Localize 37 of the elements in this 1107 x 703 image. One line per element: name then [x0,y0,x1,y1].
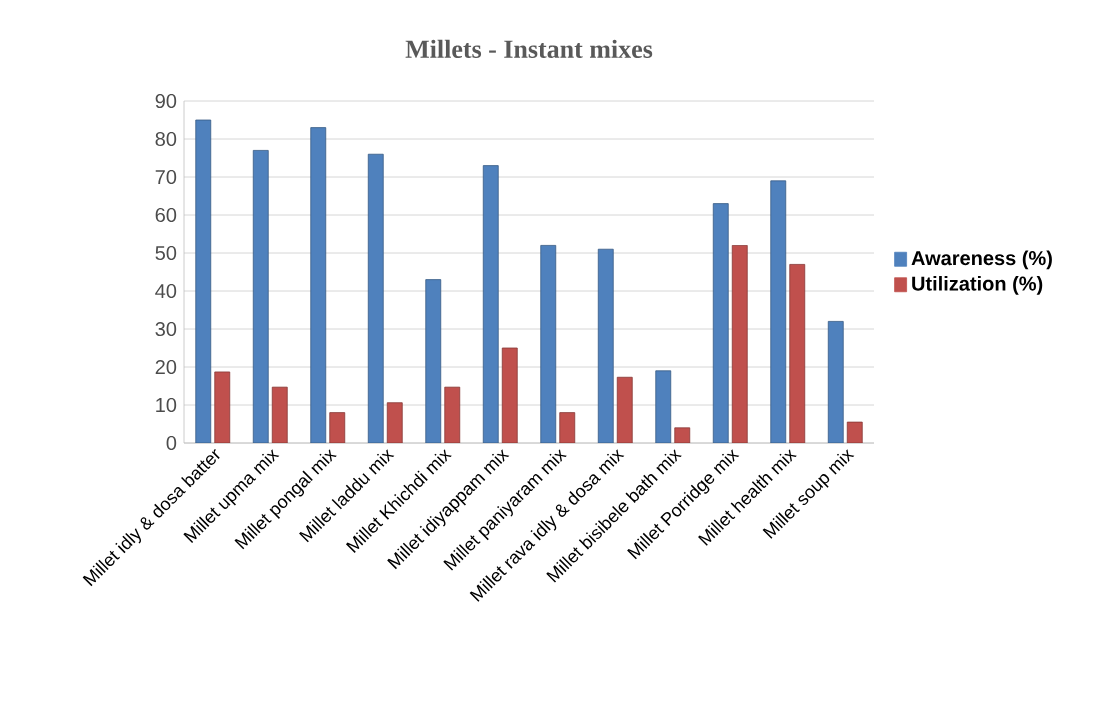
bar [827,321,844,443]
y-tick-label: 70 [155,169,177,185]
bar [310,127,327,443]
y-tick-label: 10 [156,397,177,413]
legend-label: Awareness (%) [911,250,1052,270]
bar [731,245,748,443]
y-tick-label: 40 [155,283,177,299]
bar [501,347,518,443]
bar [616,376,633,443]
bar [789,264,806,443]
bar [367,153,384,443]
y-tick-label: 0 [166,435,177,451]
bar [444,386,461,443]
bar [655,370,672,443]
bar [482,165,499,443]
bar [712,203,729,443]
bar [329,412,346,443]
bar [252,150,269,443]
bar [559,412,576,443]
y-tick-label: 20 [155,359,177,375]
bar [540,245,557,443]
bar [425,279,442,443]
y-tick-label: 90 [155,93,177,109]
bar [846,421,863,443]
y-tick-label: 30 [155,321,177,337]
legend-label: Utilization (%) [912,276,1043,295]
bar [195,119,212,443]
chart-title: Millets - Instant mixes [405,39,653,58]
bar [386,402,403,443]
bar [214,371,231,443]
y-tick-label: 60 [155,207,177,223]
bar [770,180,787,443]
bar [674,427,691,443]
bar [271,386,288,443]
bar [597,248,614,443]
y-tick-label: 50 [155,245,177,261]
y-tick-label: 80 [155,131,177,147]
